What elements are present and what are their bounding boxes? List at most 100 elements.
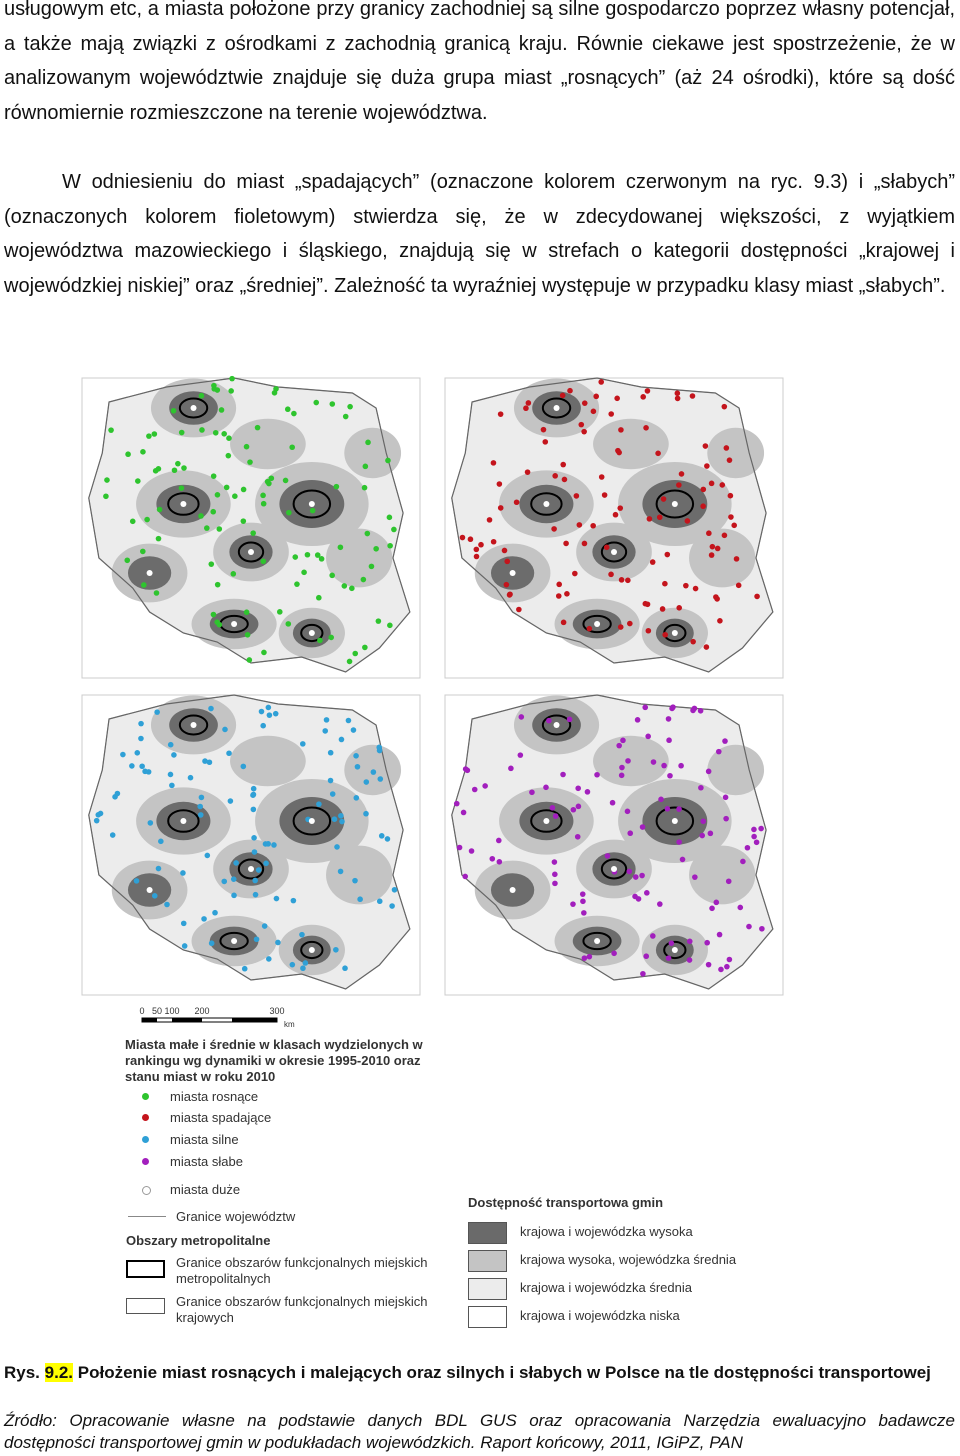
city-dot — [751, 826, 757, 833]
city-dot — [198, 392, 205, 399]
city-dot — [674, 390, 681, 397]
city-dot — [139, 763, 145, 770]
caption-label: Rys. — [4, 1363, 40, 1382]
scale-bar — [172, 1018, 202, 1022]
city-dot — [567, 387, 573, 394]
city-dot — [255, 867, 262, 873]
city-dot — [608, 571, 614, 578]
city-dot — [678, 471, 685, 477]
city-dot — [250, 791, 257, 798]
metro-boundary — [600, 541, 628, 563]
city-dot — [556, 581, 562, 588]
city-dot — [594, 771, 600, 778]
large-city — [308, 501, 315, 507]
legend-swatch — [468, 1250, 507, 1272]
city-dot — [699, 832, 706, 839]
country-border — [88, 377, 411, 673]
city-dot — [243, 609, 250, 616]
metro-boundary — [300, 940, 324, 960]
city-dot — [318, 556, 325, 562]
paragraph: W odniesieniu do miast „spadających” (oz… — [4, 171, 955, 297]
city-dot — [167, 741, 174, 748]
city-dot — [575, 785, 581, 792]
city-dot — [229, 375, 235, 382]
city-dot — [169, 782, 175, 789]
city-dot — [459, 534, 466, 541]
metro-boundary — [167, 809, 200, 833]
city-dot — [713, 899, 720, 906]
legend-subtitle: Obszary metropolitalne — [126, 1233, 271, 1248]
city-dot — [576, 522, 583, 528]
city-dot — [327, 749, 334, 756]
city-dot — [146, 433, 152, 439]
city-dot — [690, 638, 696, 645]
city-dot — [676, 839, 682, 845]
city-dot — [684, 518, 691, 524]
city-dot — [559, 392, 566, 399]
city-dot — [646, 516, 653, 522]
metro-boundary — [237, 541, 265, 563]
metro-boundary — [582, 931, 612, 951]
city-dot — [674, 395, 681, 402]
scale-label: 200 — [194, 1006, 209, 1016]
legend-label: Granice obszarów funkcjonalnych miejskic… — [176, 1255, 428, 1286]
legend-label: miasta rosnące — [170, 1089, 259, 1104]
city-dot — [289, 961, 296, 968]
city-dot — [387, 622, 393, 629]
city-dot — [676, 806, 682, 812]
city-dot — [575, 803, 582, 810]
city-dot — [391, 526, 397, 533]
city-dot — [601, 492, 608, 498]
metro-boundary — [582, 614, 612, 634]
zone-light — [707, 427, 765, 479]
city-dot — [138, 735, 144, 742]
legend-label: krajowa wysoka, wojewódzka średnia — [520, 1252, 737, 1267]
city-dot — [164, 901, 170, 908]
city-dot — [552, 813, 559, 819]
city-dot — [266, 956, 272, 962]
large-city — [594, 621, 601, 627]
city-dot — [634, 717, 641, 723]
city-dot — [226, 750, 232, 757]
city-dot — [103, 493, 109, 500]
city-dot — [616, 742, 622, 749]
zone-light — [593, 735, 669, 787]
large-city — [553, 722, 560, 728]
city-dot — [593, 393, 600, 400]
city-dot — [667, 772, 673, 779]
metro-boundary — [530, 492, 563, 516]
city-dot — [357, 896, 363, 903]
city-dot — [725, 878, 732, 885]
city-dot — [717, 618, 723, 624]
city-dot — [719, 482, 726, 488]
city-dot — [660, 496, 667, 502]
city-dot — [552, 473, 558, 479]
city-dot — [365, 439, 371, 446]
city-dot — [489, 855, 496, 862]
large-city — [146, 570, 153, 576]
large-city — [308, 947, 315, 953]
legend-dot — [142, 1093, 149, 1100]
city-dot — [518, 714, 525, 720]
city-dot — [665, 716, 672, 722]
city-dot — [368, 563, 375, 570]
large-city — [509, 570, 516, 576]
city-dot — [639, 872, 645, 879]
metro-boundary — [541, 714, 572, 736]
city-dot — [108, 427, 114, 433]
large-city — [543, 501, 550, 507]
city-dot — [210, 508, 217, 515]
city-dot — [206, 759, 213, 766]
metro-boundary — [292, 489, 332, 519]
zone-light — [593, 418, 669, 470]
city-dot — [227, 798, 234, 804]
metro-symbol — [126, 1260, 165, 1278]
city-dot — [727, 492, 734, 499]
city-dot — [700, 503, 706, 510]
city-dot — [590, 522, 596, 529]
city-dot — [316, 594, 322, 601]
city-dot — [251, 849, 258, 855]
city-dot — [679, 856, 686, 863]
city-dot — [650, 933, 656, 939]
city-dot — [180, 920, 187, 927]
